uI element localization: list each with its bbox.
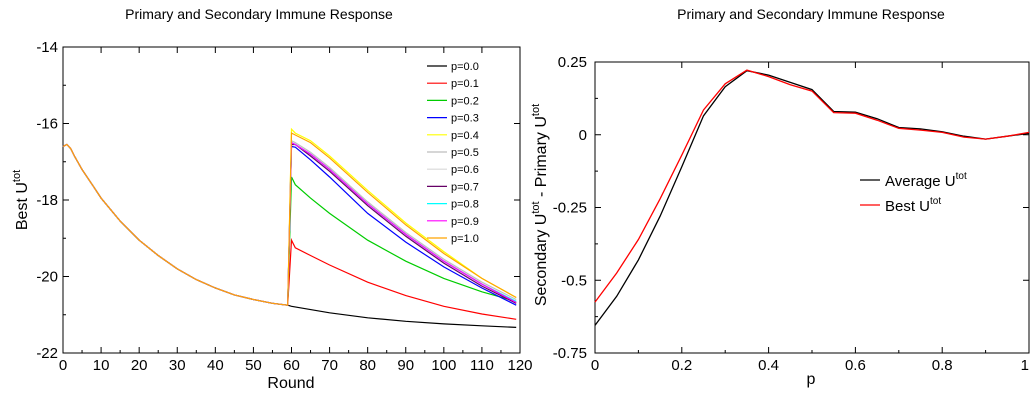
left-legend-label: p=0.5	[451, 147, 479, 159]
left-x-tick-label: 70	[321, 357, 338, 374]
left-y-tick-label: -20	[36, 269, 58, 286]
right-y-axis-label: Secondary Utot - Primary Utot	[530, 104, 550, 306]
left-x-tick-label: 30	[169, 357, 186, 374]
right-legend-label: Best Utot	[885, 196, 941, 215]
left-x-tick-label: 90	[397, 357, 414, 374]
left-y-tick-label: -14	[36, 39, 58, 56]
left-x-tick-label: 40	[207, 357, 224, 374]
right-x-tick-label: 0.2	[671, 357, 692, 374]
right-legend-label: Average Utot	[885, 171, 967, 190]
left-y-tick-label: -22	[36, 345, 58, 362]
right-x-tick-label: 0.6	[845, 357, 866, 374]
left-chart-title: Primary and Secondary Immune Response	[125, 6, 393, 22]
right-legend-label-main: Best U	[885, 198, 930, 215]
right-y-tick-label: -0.5	[561, 272, 587, 289]
left-x-axis-label: Round	[267, 375, 314, 392]
left-legend-label: p=0.9	[451, 216, 479, 228]
left-y-axis-label-sup: tot	[11, 170, 23, 182]
left-x-tick-label: 10	[93, 357, 110, 374]
right-legend-label-main: Average U	[885, 173, 956, 190]
left-y-tick-label: -18	[36, 192, 58, 209]
left-x-tick-label: 50	[245, 357, 262, 374]
left-legend-label: p=0.8	[451, 199, 479, 211]
left-x-tick-label: 80	[359, 357, 376, 374]
left-x-tick-label: 100	[431, 357, 456, 374]
right-chart-title: Primary and Secondary Immune Response	[677, 6, 945, 22]
right-series-line-1	[594, 69, 1030, 303]
left-x-tick-label: 0	[59, 357, 67, 374]
right-axis-ticks: 0 0.2 0.4 0.6 0.8 1 -0.75 -0.5 -0.25 0 0.25	[553, 54, 1030, 374]
left-series-lines	[62, 127, 517, 328]
right-y-axis-label-part-2: tot	[530, 201, 542, 213]
left-legend-label: p=0.0	[451, 61, 479, 73]
left-legend-label: p=0.6	[451, 164, 479, 176]
left-x-tick-label: 20	[131, 357, 148, 374]
right-y-tick-label: -0.25	[553, 200, 587, 217]
right-x-tick-label: 0	[591, 357, 599, 374]
left-legend-label: p=0.4	[451, 130, 479, 142]
left-legend-label: p=0.2	[451, 95, 479, 107]
right-plot-frame	[594, 61, 1030, 354]
left-y-tick-label: -16	[36, 116, 58, 133]
right-y-tick-label: 0	[579, 127, 587, 144]
left-series-line-10	[62, 132, 517, 306]
left-legend-label: p=0.3	[451, 113, 479, 125]
right-y-axis-label-part-3: - Primary U	[533, 116, 550, 201]
right-y-tick-label: -0.75	[553, 345, 587, 362]
right-y-axis-label-part-4: tot	[530, 104, 542, 116]
right-legend-label-sup: tot	[956, 171, 967, 182]
left-x-tick-label: 110	[470, 357, 494, 374]
right-x-tick-label: 0.8	[932, 357, 953, 374]
right-x-tick-label: 1	[1021, 357, 1029, 374]
left-y-axis-label-main: Best U	[14, 182, 31, 230]
left-chart: Primary and Secondary Immune Response 0 1…	[11, 6, 533, 392]
right-y-axis-label-part-1: Secondary U	[533, 214, 550, 307]
right-x-axis-label: p	[807, 371, 816, 388]
left-y-axis-label: Best Utot	[11, 170, 31, 230]
right-legend-label-sup: tot	[930, 196, 941, 207]
left-legend: p=0.0 p=0.1 p=0.2 p=0.3 p=0.4 p=0.5 p=0.6 p=0.7…	[427, 61, 479, 245]
right-x-tick-label: 0.4	[758, 357, 779, 374]
left-axis-ticks: 0 10 20 30 40 50 60 70 80 90 100 110 120 -22 -20 -18 -16…	[36, 39, 532, 374]
left-legend-label: p=0.7	[451, 181, 479, 193]
right-series-lines	[594, 69, 1030, 326]
right-series-line-0	[594, 70, 1030, 326]
left-x-tick-label: 120	[507, 357, 532, 374]
left-x-tick-label: 60	[283, 357, 300, 374]
left-legend-label: p=0.1	[451, 78, 479, 90]
right-y-tick-label: 0.25	[558, 54, 587, 71]
left-legend-label: p=1.0	[451, 233, 479, 245]
